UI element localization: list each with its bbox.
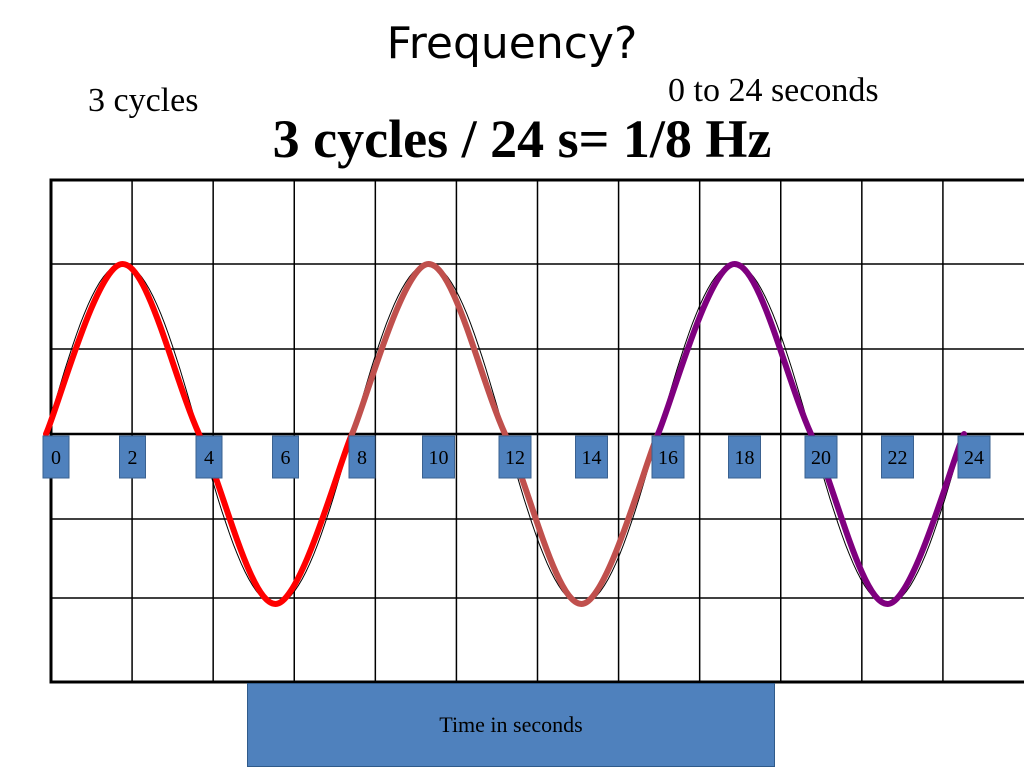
tick-box (498, 435, 532, 479)
cycle-1-curve (43, 260, 355, 608)
plot-frame (49, 178, 1024, 684)
tick-label-6: 6 (272, 435, 299, 479)
tick-text: 0 (51, 447, 61, 469)
time-tick-labels: 0 2 4 6 8 10 12 14 16 18 20 22 24 (42, 435, 991, 479)
tick-label-12: 12 (498, 435, 532, 479)
tick-box (575, 435, 608, 479)
cycles-note: 3 cycles (88, 82, 199, 119)
tick-label-10: 10 (422, 435, 455, 479)
tick-text: 12 (505, 447, 525, 469)
tick-label-0: 0 (42, 435, 70, 479)
tick-label-18: 18 (728, 435, 761, 479)
tick-box (957, 435, 991, 479)
tick-box (804, 435, 838, 479)
time-axis-label-text: Time in seconds (439, 712, 583, 737)
tick-text: 4 (204, 447, 214, 469)
tick-label-22: 22 (881, 435, 914, 479)
tick-text: 22 (888, 447, 908, 469)
time-range-note: 0 to 24 seconds (668, 72, 879, 109)
tick-box (195, 435, 223, 479)
tick-text: 18 (735, 447, 755, 469)
tick-label-24: 24 (957, 435, 991, 479)
time-axis-label: Time in seconds (247, 683, 775, 767)
cycle-2-curve (349, 260, 661, 608)
tick-box (422, 435, 455, 479)
cycle-3-curve (655, 260, 967, 608)
tick-text: 14 (582, 447, 602, 469)
slide-title: Frequency? (386, 18, 638, 69)
tick-text: 6 (281, 447, 291, 469)
tick-text: 8 (357, 447, 367, 469)
cycle-curves (43, 260, 967, 608)
tick-label-20: 20 (804, 435, 838, 479)
plot-grid (49, 178, 1024, 684)
tick-label-14: 14 (575, 435, 608, 479)
tick-box (348, 435, 376, 479)
tick-text: 24 (964, 447, 984, 469)
tick-box (881, 435, 914, 479)
tick-text: 10 (429, 447, 449, 469)
frequency-formula: 3 cycles / 24 s= 1/8 Hz (272, 109, 772, 169)
tick-text: 16 (658, 447, 678, 469)
tick-box (272, 435, 299, 479)
tick-label-4: 4 (195, 435, 223, 479)
tick-text: 20 (811, 447, 831, 469)
tick-label-16: 16 (651, 435, 685, 479)
tick-box (651, 435, 685, 479)
tick-text: 2 (128, 447, 138, 469)
tick-label-8: 8 (348, 435, 376, 479)
tick-box (728, 435, 761, 479)
tick-label-2: 2 (119, 435, 146, 479)
tick-box (119, 435, 146, 479)
tick-box (42, 435, 70, 479)
